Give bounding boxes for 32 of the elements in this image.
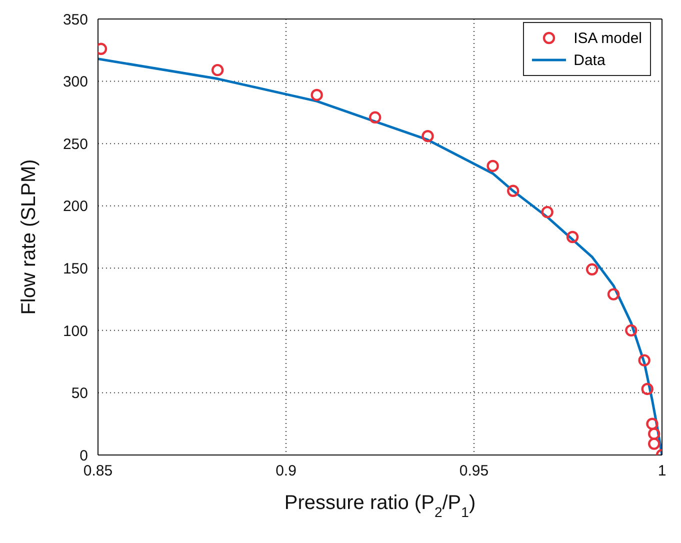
point xyxy=(586,263,598,276)
point xyxy=(646,418,658,430)
point xyxy=(211,64,224,76)
y-tick-label: 0 xyxy=(80,447,88,464)
point xyxy=(422,130,434,142)
y-tick-label: 50 xyxy=(71,385,88,402)
point xyxy=(625,324,638,337)
y-tick-label: 350 xyxy=(62,11,88,28)
point xyxy=(566,230,579,244)
x-tick-label: 0.95 xyxy=(459,462,489,480)
point xyxy=(607,288,620,300)
point xyxy=(648,428,660,440)
x-tick-label: 0.85 xyxy=(83,462,113,480)
y-tick-label: 100 xyxy=(62,322,88,340)
y-tick-label: 300 xyxy=(62,74,88,91)
point xyxy=(638,354,650,366)
y-axis-title: Flow rate (SLPM) xyxy=(18,159,40,315)
y-tick-label: 150 xyxy=(62,260,88,278)
x-tick-label: 0.9 xyxy=(276,462,296,480)
point xyxy=(648,438,660,450)
y-tick-label: 250 xyxy=(62,136,88,153)
point xyxy=(310,88,323,102)
x-tick-label: 1 xyxy=(658,462,666,480)
point xyxy=(369,111,382,124)
legend-label: ISA model xyxy=(574,30,642,46)
point xyxy=(507,184,520,198)
point xyxy=(641,382,654,396)
legend-label: Data xyxy=(574,52,606,68)
point xyxy=(541,206,554,218)
point xyxy=(486,160,499,172)
x-axis-title: Pressure ratio (P$_{2}$/P$_{1}$) xyxy=(284,492,476,520)
y-tick-label: 200 xyxy=(62,198,88,216)
